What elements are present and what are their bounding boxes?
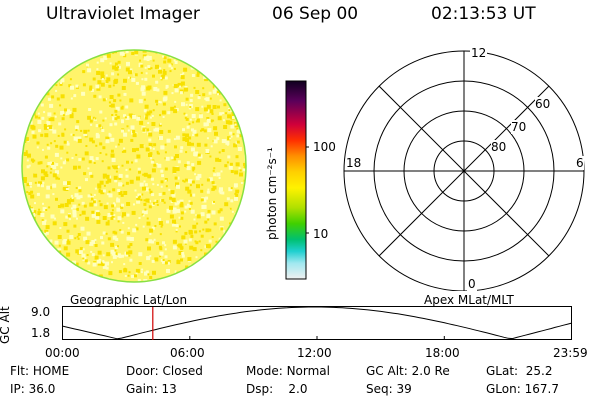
info-gc-alt: GC Alt: 2.0 Re bbox=[366, 364, 450, 378]
polar-plot bbox=[343, 50, 585, 291]
polar-diagonal-2 bbox=[378, 85, 550, 257]
altitude-xtick-1800: 18:00 bbox=[425, 346, 460, 360]
info-glat: GLat: 25.2 bbox=[486, 364, 553, 378]
altitude-xtick-0600: 06:00 bbox=[170, 346, 205, 360]
uv-image-panel bbox=[21, 49, 247, 283]
time-label: 02:13:53 UT bbox=[431, 4, 536, 24]
mlt-label-18: 18 bbox=[346, 156, 362, 170]
lat-label-70: 70 bbox=[511, 120, 527, 134]
altitude-right-title: Apex MLat/MLT bbox=[424, 293, 514, 307]
info-flt: Flt: HOME bbox=[10, 364, 70, 378]
info-mode: Mode: Normal bbox=[246, 364, 330, 378]
altitude-curve bbox=[62, 306, 573, 340]
lat-label-60: 60 bbox=[535, 97, 551, 111]
info-gain: Gain: 13 bbox=[126, 382, 177, 396]
altitude-ytick-9: 9.0 bbox=[31, 305, 51, 319]
info-ip: IP: 36.0 bbox=[10, 382, 56, 396]
altitude-xtick-0000: 00:00 bbox=[45, 346, 80, 360]
colorbar-tick-label-100: 100 bbox=[313, 140, 336, 154]
altitude-xtick-2359: 23:59 bbox=[553, 346, 588, 360]
altitude-xtick-1200: 12:00 bbox=[297, 346, 332, 360]
date-label: 06 Sep 00 bbox=[272, 4, 359, 24]
mlt-label-12: 12 bbox=[470, 46, 488, 60]
disk-edge bbox=[21, 49, 247, 283]
lat-label-80: 80 bbox=[491, 140, 507, 154]
mlt-label-0: 0 bbox=[467, 277, 477, 291]
colorbar bbox=[285, 80, 309, 280]
altitude-left-title: Geographic Lat/Lon bbox=[70, 293, 188, 307]
altitude-plot bbox=[62, 306, 573, 340]
instrument-title: Ultraviolet Imager bbox=[46, 4, 200, 24]
info-seq: Seq: 39 bbox=[366, 382, 412, 396]
mlt-label-6: 6 bbox=[576, 156, 584, 170]
altitude-ylabel: GC Alt bbox=[0, 306, 12, 344]
colorbar-unit-label: photon cm⁻²s⁻¹ bbox=[265, 147, 279, 240]
info-dsp: Dsp: 2.0 bbox=[246, 382, 308, 396]
colorbar-gradient bbox=[285, 80, 307, 280]
info-door: Door: Closed bbox=[126, 364, 203, 378]
info-glon: GLon: 167.7 bbox=[486, 382, 559, 396]
colorbar-tick-label-10: 10 bbox=[313, 227, 329, 241]
altitude-ytick-1.8: 1.8 bbox=[31, 326, 51, 340]
